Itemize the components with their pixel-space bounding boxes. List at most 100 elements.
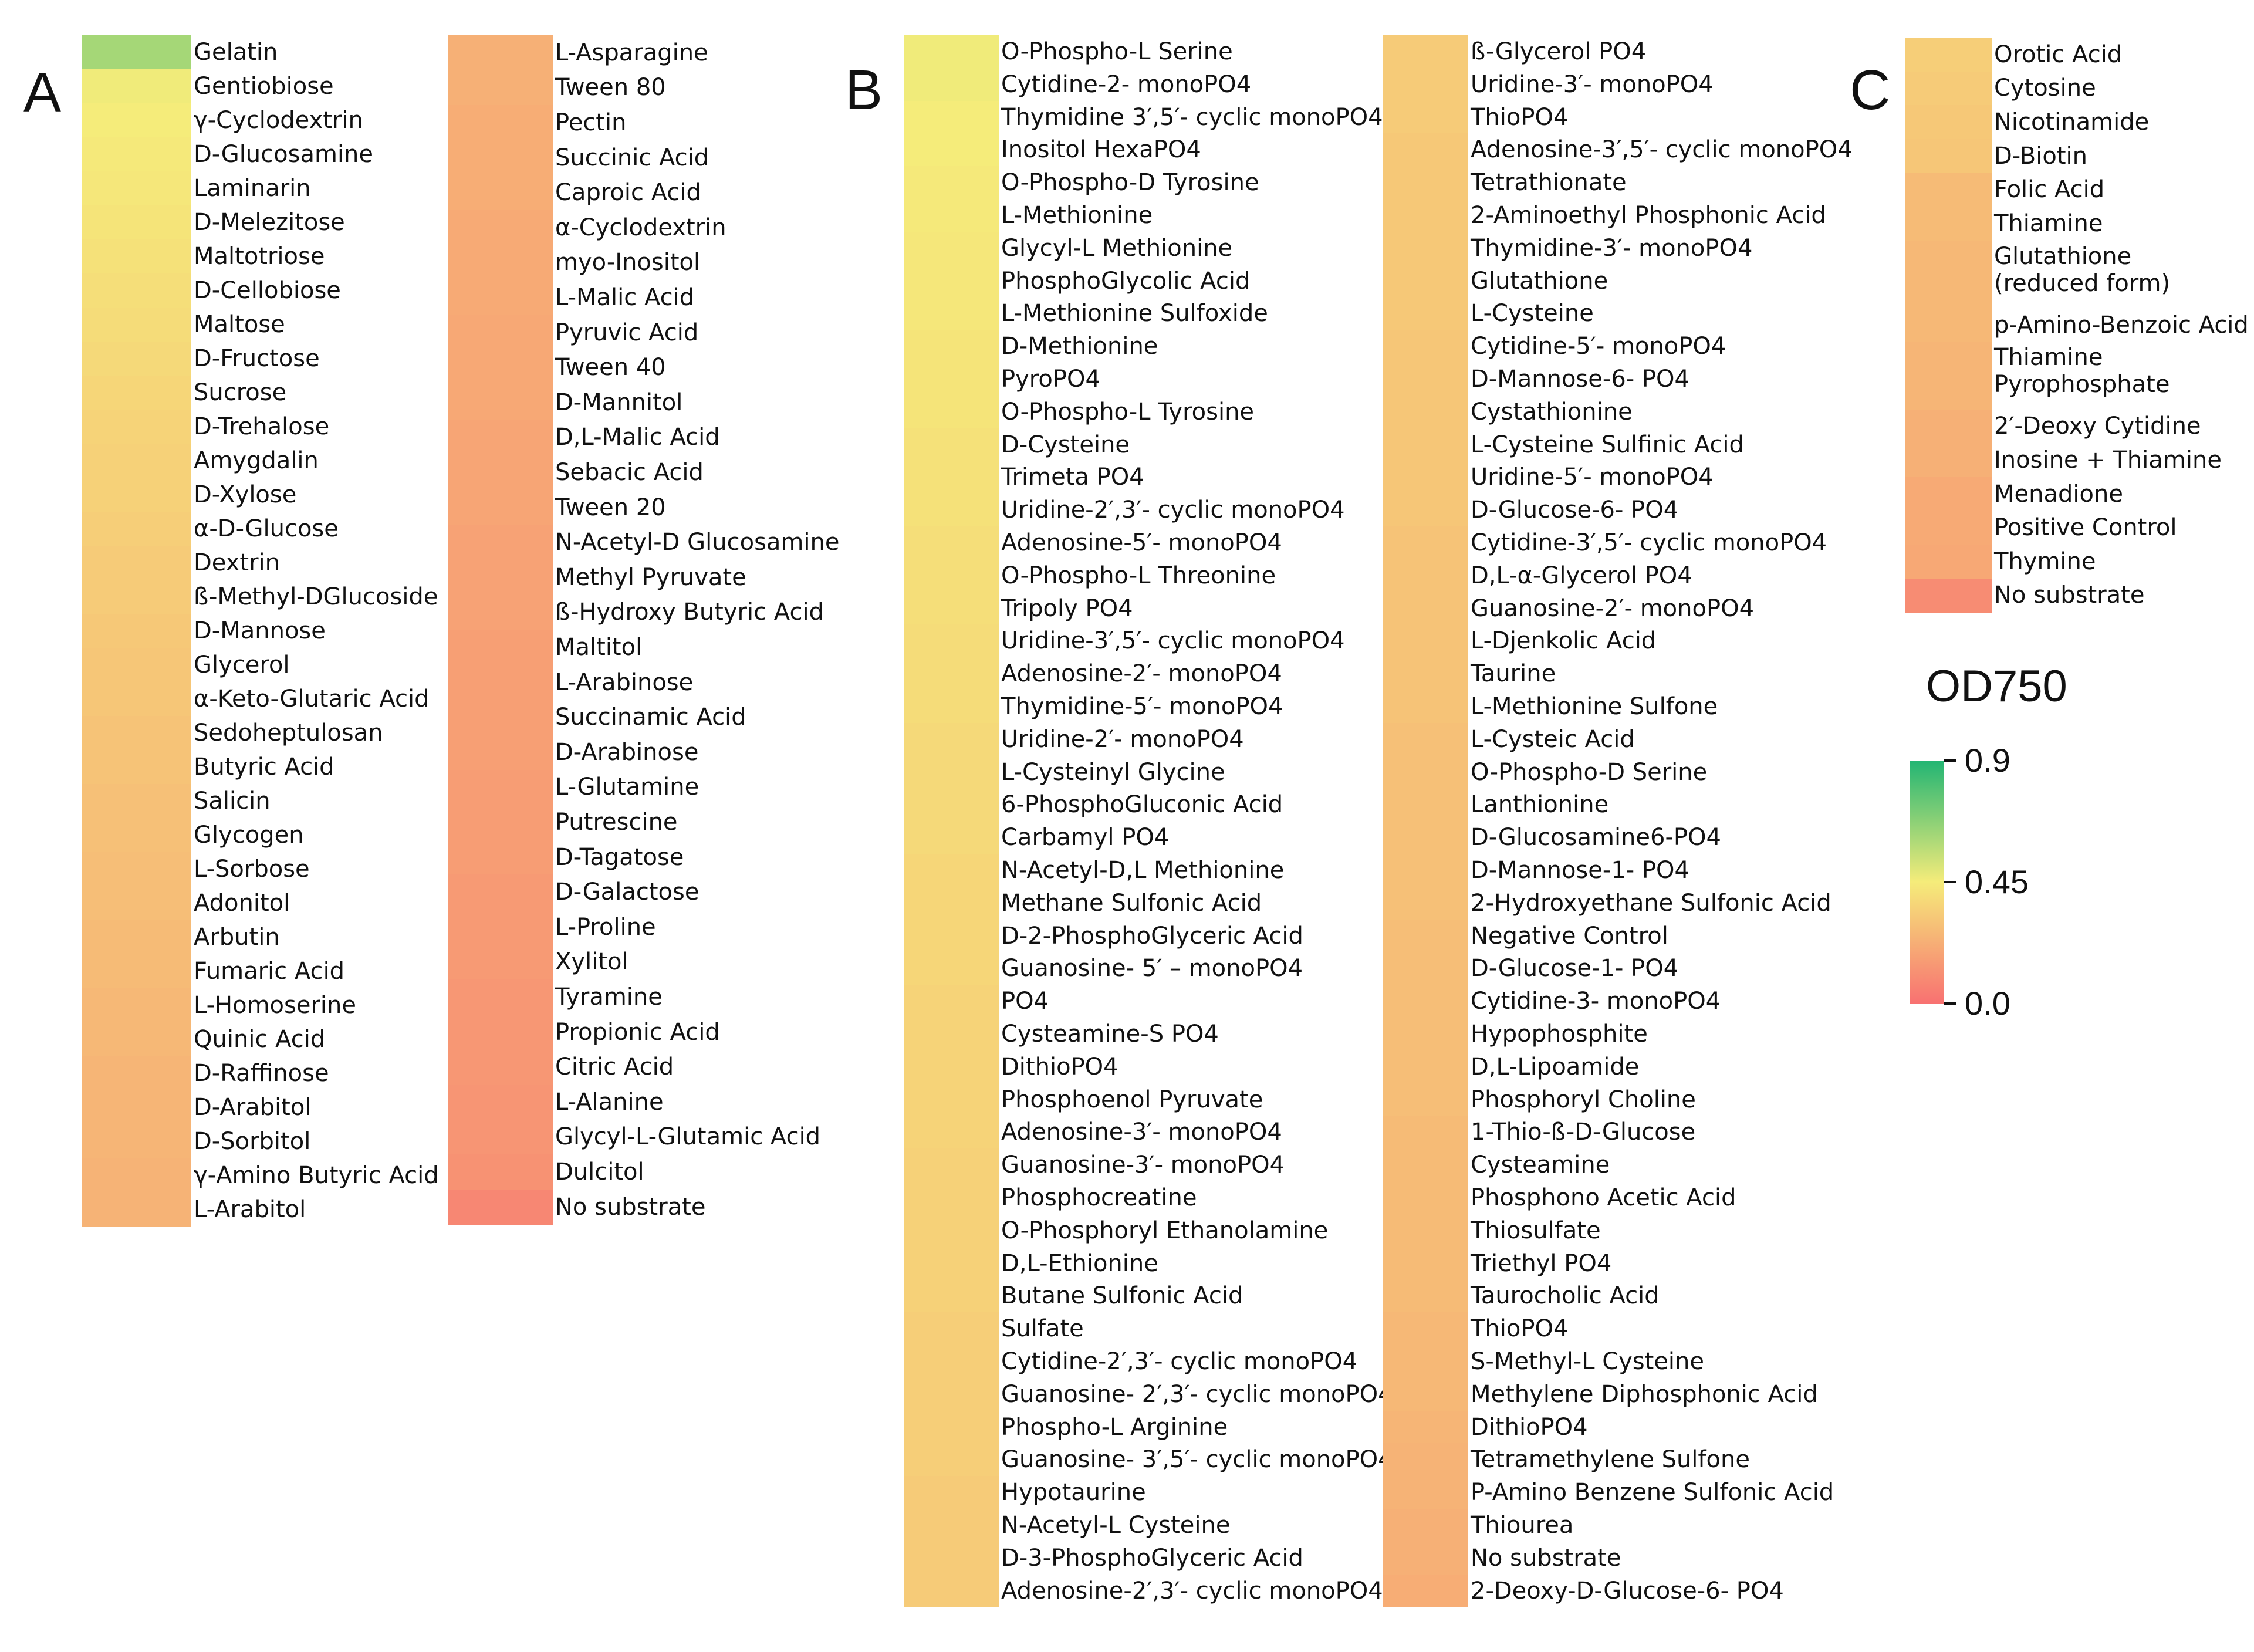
heatmap-cell bbox=[448, 280, 553, 316]
heatmap-cell bbox=[1383, 1312, 1468, 1346]
heatmap-cell bbox=[82, 648, 191, 683]
heatmap-row-label: Adenosine-2′,3′- cyclic monoPO4 bbox=[1001, 1577, 1383, 1604]
heatmap-row-label: Adenosine-2′- monoPO4 bbox=[1001, 660, 1282, 688]
heatmap-row-label: Glutathione (reduced form) bbox=[1994, 242, 2171, 297]
heatmap-cell bbox=[1383, 1148, 1468, 1182]
heatmap-cell bbox=[904, 1345, 999, 1379]
heatmap-cell bbox=[1383, 100, 1468, 134]
heatmap-row-label: Maltitol bbox=[555, 634, 643, 661]
heatmap-cell bbox=[82, 410, 191, 444]
heatmap-cell bbox=[448, 979, 553, 1015]
heatmap-cell bbox=[1383, 1377, 1468, 1411]
heatmap-row-label: L-Methionine Sulfoxide bbox=[1001, 300, 1268, 327]
heatmap-row-label: Tetramethylene Sulfone bbox=[1471, 1446, 1750, 1474]
heatmap-row-label: 1-Thio-ß-D-Glucose bbox=[1471, 1119, 1696, 1146]
heatmap-cell bbox=[448, 35, 553, 71]
heatmap-cell bbox=[904, 1410, 999, 1444]
heatmap-cell bbox=[1905, 308, 1992, 342]
heatmap-cell bbox=[1383, 952, 1468, 985]
heatmap-row-label: D-Glucose-6- PO4 bbox=[1471, 496, 1679, 524]
heatmap-row-label: 2-Deoxy-D-Glucose-6- PO4 bbox=[1471, 1577, 1784, 1604]
heatmap-row-label: Uridine-2′,3′- cyclic monoPO4 bbox=[1001, 496, 1345, 524]
heatmap-cell bbox=[1905, 443, 1992, 478]
heatmap-cell bbox=[904, 166, 999, 200]
heatmap-cell bbox=[448, 1119, 553, 1155]
heatmap-row-label: Folic Acid bbox=[1994, 176, 2105, 204]
heatmap-row-label: Butane Sulfonic Acid bbox=[1001, 1282, 1243, 1310]
heatmap-row-label: Tetrathionate bbox=[1471, 169, 1627, 197]
heatmap-cell bbox=[1905, 545, 1992, 579]
heatmap-cell bbox=[1383, 657, 1468, 691]
heatmap-cell bbox=[448, 525, 553, 560]
heatmap-cell bbox=[1383, 624, 1468, 658]
heatmap-row-label: D-Mannose-1- PO4 bbox=[1471, 856, 1689, 884]
heatmap-row-label: D-Xylose bbox=[194, 481, 297, 508]
heatmap-cell bbox=[904, 330, 999, 363]
heatmap-cell bbox=[82, 1192, 191, 1227]
heatmap-row-label: D-Cellobiose bbox=[194, 277, 341, 304]
heatmap-row-label: Xylitol bbox=[555, 948, 628, 976]
heatmap-cell bbox=[448, 1154, 553, 1190]
heatmap-row-label: L-Djenkolic Acid bbox=[1471, 627, 1657, 655]
heatmap-cell bbox=[82, 205, 191, 240]
heatmap-cell bbox=[1383, 461, 1468, 494]
heatmap-cell bbox=[1383, 1509, 1468, 1542]
heatmap-cell bbox=[1383, 330, 1468, 363]
heatmap-cell bbox=[904, 1476, 999, 1509]
heatmap-row-label: ThioPO4 bbox=[1471, 103, 1569, 131]
heatmap-row-label: D-Sorbitol bbox=[194, 1128, 311, 1155]
heatmap-row-label: D-Arabinose bbox=[555, 738, 699, 766]
heatmap-cell bbox=[448, 420, 553, 455]
heatmap-cell bbox=[904, 1574, 999, 1607]
heatmap-cell bbox=[448, 489, 553, 525]
heatmap-cell bbox=[82, 35, 191, 70]
heatmap-cell bbox=[1383, 67, 1468, 102]
heatmap-row-label: Adenosine-3′,5′- cyclic monoPO4 bbox=[1471, 136, 1853, 164]
heatmap-cell bbox=[1383, 755, 1468, 789]
panel-label-a: A bbox=[23, 61, 62, 124]
legend-tick-label: 0.45 bbox=[1965, 863, 2029, 900]
legend-tick-label: 0.9 bbox=[1965, 742, 2010, 779]
heatmap-row-label: N-Acetyl-L Cysteine bbox=[1001, 1511, 1231, 1539]
heatmap-cell bbox=[1383, 1214, 1468, 1248]
heatmap-cell bbox=[1905, 578, 1992, 613]
heatmap-row-label: S-Methyl-L Cysteine bbox=[1471, 1347, 1705, 1375]
heatmap-cell bbox=[82, 1090, 191, 1125]
heatmap-row-label: Guanosine-3′- monoPO4 bbox=[1001, 1151, 1285, 1179]
heatmap-row-label: D-Glucosamine bbox=[194, 141, 374, 168]
heatmap-cell bbox=[1383, 788, 1468, 822]
heatmap-cell bbox=[448, 839, 553, 875]
heatmap-cell bbox=[1383, 199, 1468, 232]
heatmap-row-label: Cysteamine-S PO4 bbox=[1001, 1020, 1219, 1048]
heatmap-cell bbox=[82, 614, 191, 648]
heatmap-row-label: Tween 20 bbox=[555, 494, 666, 521]
heatmap-cell bbox=[904, 363, 999, 396]
heatmap-cell bbox=[448, 1189, 553, 1225]
heatmap-row-label: Putrescine bbox=[555, 809, 678, 836]
heatmap-row-label: N-Acetyl-D Glucosamine bbox=[555, 529, 840, 556]
heatmap-cell bbox=[904, 199, 999, 232]
heatmap-cell bbox=[1905, 173, 1992, 207]
heatmap-row-label: Laminarin bbox=[194, 175, 311, 202]
heatmap-cell bbox=[448, 910, 553, 945]
heatmap-row-label: O-Phosphoryl Ethanolamine bbox=[1001, 1217, 1329, 1244]
heatmap-row-label: L-Cysteinyl Glycine bbox=[1001, 758, 1225, 786]
heatmap-row-label: Glycerol bbox=[194, 651, 290, 678]
heatmap-cell bbox=[904, 952, 999, 985]
heatmap-row-label: Cytidine-2- monoPO4 bbox=[1001, 70, 1252, 98]
heatmap-row-label: D,L-Lipoamide bbox=[1471, 1053, 1640, 1080]
heatmap-row-label: Uridine-5′- monoPO4 bbox=[1471, 464, 1714, 491]
heatmap-row-label: Sedoheptulosan bbox=[194, 719, 383, 746]
heatmap-row-label: Methylene Diphosphonic Acid bbox=[1471, 1380, 1818, 1408]
heatmap-row-label: D,L-Malic Acid bbox=[555, 424, 720, 451]
heatmap-row-label: L-Homoserine bbox=[194, 992, 356, 1019]
heatmap-row-label: O-Phospho-L Threonine bbox=[1001, 562, 1276, 589]
heatmap-row-label: Thymidine 3′,5′- cyclic monoPO4 bbox=[1001, 103, 1383, 131]
heatmap-cell bbox=[904, 1050, 999, 1084]
heatmap-cell bbox=[1383, 985, 1468, 1018]
heatmap-row-label: Dulcitol bbox=[555, 1158, 644, 1185]
heatmap-row-label: α-Keto-Glutaric Acid bbox=[194, 685, 430, 712]
heatmap-cell bbox=[1383, 1410, 1468, 1444]
heatmap-cell bbox=[904, 854, 999, 887]
heatmap-row-label: D-Methionine bbox=[1001, 333, 1158, 360]
